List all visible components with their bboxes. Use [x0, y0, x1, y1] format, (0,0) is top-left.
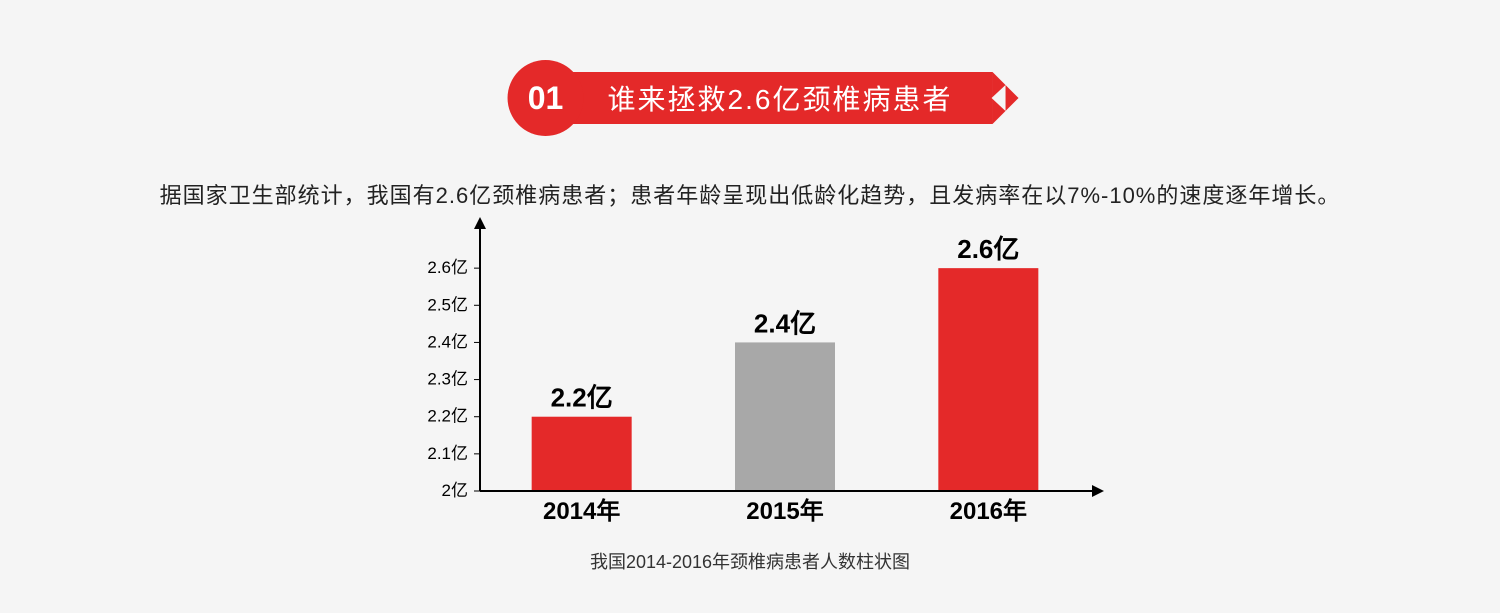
bar	[735, 342, 835, 491]
x-tick-label: 2016年	[950, 497, 1027, 525]
y-tick-label: 2.2亿	[427, 407, 468, 426]
header: 01 谁来拯救2.6亿颈椎病患者	[508, 60, 993, 136]
badge-number: 01	[528, 80, 564, 117]
section-badge: 01	[508, 60, 584, 136]
y-tick-label: 2.6亿	[427, 258, 468, 277]
bar	[532, 417, 632, 491]
x-tick-label: 2014年	[543, 497, 620, 525]
bar-value-label: 2.6亿	[957, 234, 1019, 264]
page-title: 谁来拯救2.6亿颈椎病患者	[608, 78, 953, 118]
chart-caption: 我国2014-2016年颈椎病患者人数柱状图	[0, 548, 1500, 574]
x-axis-arrow-icon	[1092, 485, 1104, 497]
title-bar: 谁来拯救2.6亿颈椎病患者	[564, 72, 993, 124]
y-axis-arrow-icon	[474, 217, 486, 229]
bar-value-label: 2.2亿	[551, 383, 613, 413]
title-notch-icon	[991, 85, 1005, 111]
bar	[938, 268, 1038, 491]
y-tick-label: 2.3亿	[427, 370, 468, 389]
chart-svg: 2亿 2.1亿 2.2亿 2.3亿 2.4亿 2.5亿 2.6亿 2.2亿 2014年 2.4亿 2…	[390, 215, 1110, 535]
y-tick-label: 2.1亿	[427, 444, 468, 463]
y-tick-label: 2亿	[442, 481, 468, 500]
subtitle-text: 据国家卫生部统计，我国有2.6亿颈椎病患者；患者年龄呈现出低龄化趋势，且发病率在…	[0, 178, 1500, 210]
x-tick-label: 2015年	[746, 497, 823, 525]
y-tick-label: 2.4亿	[427, 332, 468, 351]
bar-chart: 2亿 2.1亿 2.2亿 2.3亿 2.4亿 2.5亿 2.6亿 2.2亿 2014年 2.4亿 2…	[390, 215, 1110, 535]
y-tick-label: 2.5亿	[427, 295, 468, 314]
bar-value-label: 2.4亿	[754, 308, 816, 338]
